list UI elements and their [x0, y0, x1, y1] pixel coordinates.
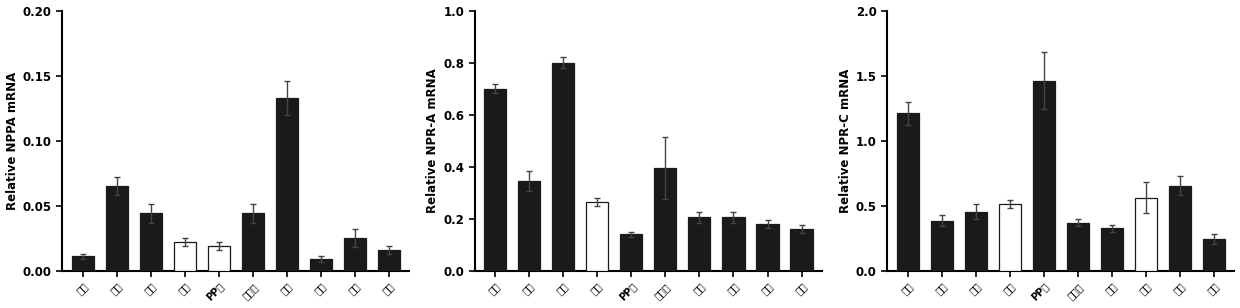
Bar: [756, 224, 779, 271]
Bar: [140, 213, 162, 271]
Bar: [655, 168, 677, 271]
Bar: [518, 181, 541, 271]
Bar: [1101, 229, 1123, 271]
Bar: [790, 229, 812, 271]
Y-axis label: Relative NPPA mRNA: Relative NPPA mRNA: [5, 71, 19, 210]
Bar: [484, 89, 506, 271]
Bar: [208, 246, 229, 271]
Bar: [310, 259, 332, 271]
Bar: [174, 242, 196, 271]
Bar: [242, 213, 264, 271]
Bar: [1203, 239, 1225, 271]
Bar: [688, 217, 711, 271]
Bar: [931, 221, 952, 271]
Bar: [1135, 198, 1157, 271]
Bar: [723, 217, 744, 271]
Y-axis label: Relative NPR-C mRNA: Relative NPR-C mRNA: [838, 68, 852, 213]
Bar: [1066, 223, 1089, 271]
Bar: [378, 250, 401, 271]
Bar: [587, 202, 609, 271]
Bar: [998, 205, 1021, 271]
Bar: [897, 113, 919, 271]
Bar: [343, 238, 366, 271]
Bar: [105, 186, 128, 271]
Bar: [1169, 185, 1192, 271]
Bar: [965, 212, 987, 271]
Bar: [72, 257, 94, 271]
Y-axis label: Relative NPR-A mRNA: Relative NPR-A mRNA: [427, 68, 439, 213]
Bar: [1033, 81, 1055, 271]
Bar: [275, 98, 298, 271]
Bar: [552, 63, 574, 271]
Bar: [620, 234, 642, 271]
